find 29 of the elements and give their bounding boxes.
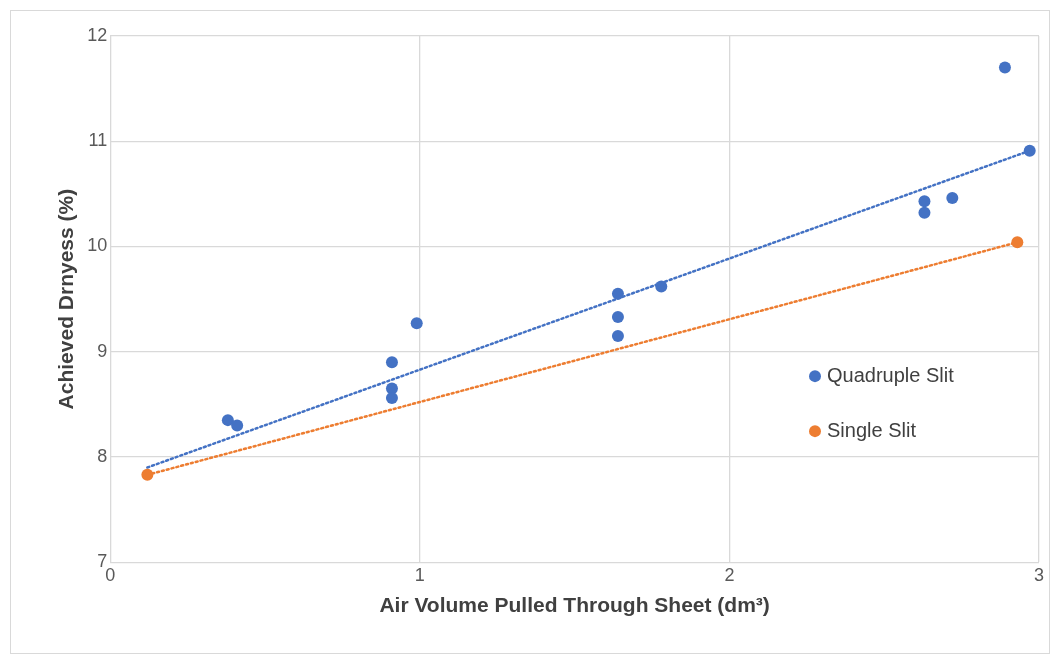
point	[385, 392, 398, 405]
point	[231, 419, 244, 432]
point	[410, 317, 423, 330]
x-tick-label: 0	[105, 564, 116, 585]
point	[1011, 236, 1024, 249]
point	[655, 280, 668, 293]
point	[611, 310, 624, 323]
y-tick-label: 12	[87, 24, 108, 45]
point	[918, 206, 931, 219]
y-tick-label: 10	[87, 235, 108, 256]
y-axis-title: Achieved Drnyess (%)	[54, 188, 78, 410]
point	[141, 468, 154, 481]
x-tick-label: 1	[414, 564, 425, 585]
point	[385, 356, 398, 369]
point	[1023, 144, 1036, 157]
point	[946, 192, 959, 205]
point	[918, 195, 931, 208]
y-tick-label: 8	[97, 445, 108, 466]
point	[221, 414, 234, 427]
point	[998, 61, 1011, 74]
y-tick-label: 9	[97, 340, 108, 361]
x-axis-title: Air Volume Pulled Through Sheet (dm³)	[379, 593, 770, 617]
legend-label: Single Slit	[827, 418, 917, 441]
point	[611, 329, 624, 342]
x-tick-label: 2	[724, 564, 735, 585]
y-tick-label: 11	[88, 130, 108, 151]
legend-label: Quadruple Slit	[827, 363, 955, 386]
x-tick-label: 3	[1033, 564, 1045, 585]
point	[611, 287, 624, 300]
